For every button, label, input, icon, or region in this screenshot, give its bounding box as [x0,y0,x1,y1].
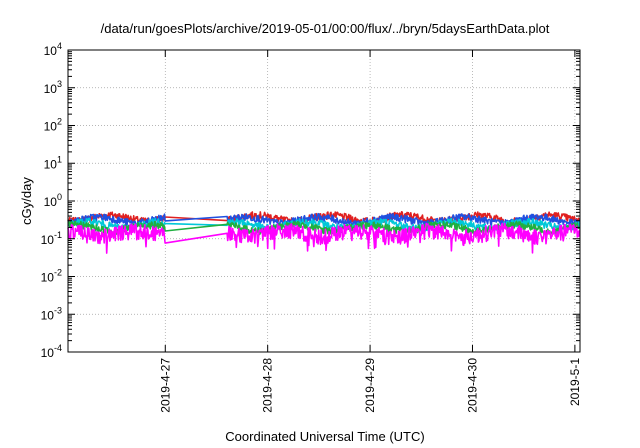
series-lines [67,211,581,254]
x-tick-label: 2019-4-27 [158,358,172,413]
y-tick-label: 104 [44,41,62,58]
x-tick-label: 2019-4-29 [363,358,377,413]
grid [68,50,580,352]
y-tick-label: 102 [44,117,62,134]
x-tick-label: 2019-5-1 [568,358,582,406]
chart-title: /data/run/goesPlots/archive/2019-05-01/0… [101,21,550,36]
y-axis-label: cGy/day [19,177,34,225]
y-tick-label: 103 [44,79,62,96]
y-tick-label: 10-2 [41,268,62,285]
series-line [67,222,581,254]
x-tick-label: 2019-4-30 [465,358,479,413]
y-axis-ticks: 10-4 10-3 10-2 10-1 100 101 102 103 104 [41,41,580,360]
y-tick-label: 10-4 [41,343,62,360]
x-tick-label: 2019-4-28 [261,358,275,413]
y-tick-label: 10-3 [41,305,62,322]
x-axis-ticks: 2019-4-27 2019-4-28 2019-4-29 2019-4-30 2019… [158,50,582,413]
y-tick-label: 10-1 [41,230,62,247]
y-tick-label: 101 [44,154,62,171]
x-axis-label: Coordinated Universal Time (UTC) [225,429,424,444]
y-tick-label: 100 [44,192,62,209]
